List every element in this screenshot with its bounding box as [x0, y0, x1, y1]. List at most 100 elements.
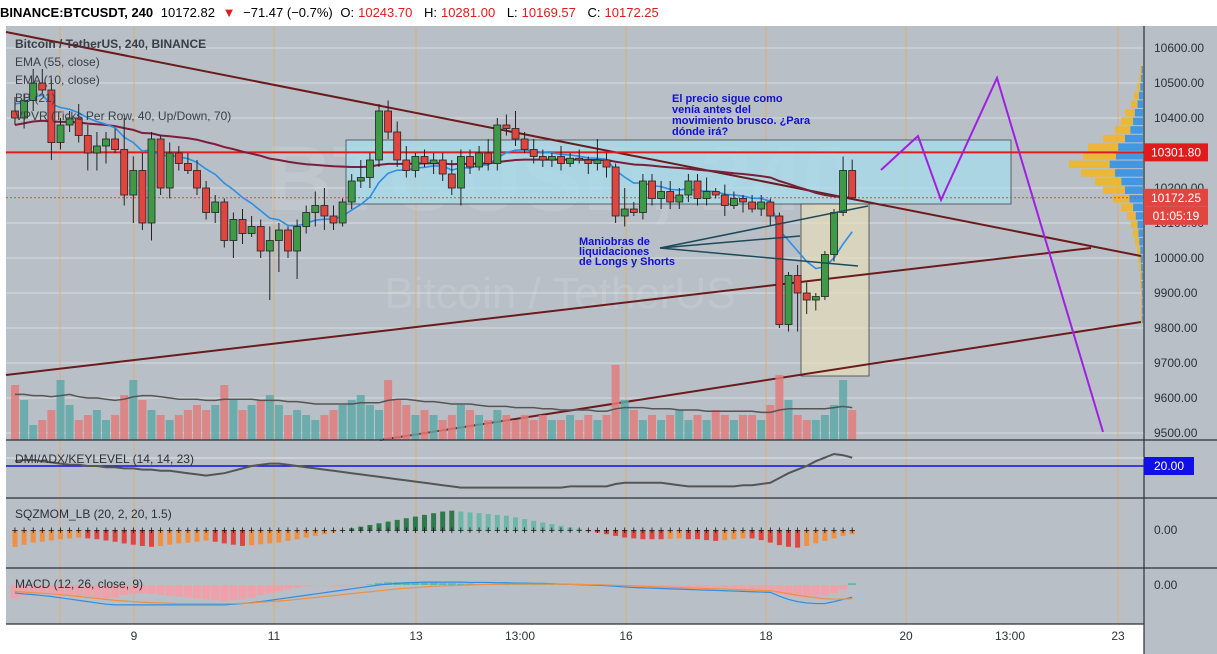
- candle[interactable]: [775, 215, 784, 325]
- candle[interactable]: [402, 159, 411, 171]
- candle[interactable]: [384, 110, 393, 133]
- symbol-name[interactable]: BINANCE:BTCUSDT, 240: [0, 5, 154, 20]
- candle[interactable]: [447, 173, 456, 189]
- candle[interactable]: [511, 128, 520, 140]
- candle[interactable]: [584, 159, 593, 164]
- candle[interactable]: [238, 219, 247, 234]
- candle[interactable]: [830, 212, 838, 255]
- projection-path[interactable]: [880, 75, 1104, 433]
- candle[interactable]: [356, 177, 365, 182]
- candle[interactable]: [684, 180, 693, 196]
- candle[interactable]: [29, 82, 38, 101]
- candle[interactable]: [675, 194, 684, 203]
- candle[interactable]: [438, 159, 447, 175]
- middle-trendline[interactable]: [5, 247, 1092, 376]
- candle[interactable]: [475, 152, 484, 168]
- candle[interactable]: [111, 138, 119, 150]
- legend-vpvr[interactable]: VPVR (Ticks Per Row, 40, Up/Down, 70): [15, 109, 231, 123]
- candle[interactable]: [548, 156, 556, 161]
- candle[interactable]: [274, 229, 283, 241]
- candle[interactable]: [11, 110, 19, 119]
- candle[interactable]: [293, 226, 302, 252]
- candle[interactable]: [566, 157, 574, 164]
- legend-bb[interactable]: BB (21): [15, 91, 56, 105]
- candle[interactable]: [56, 124, 65, 143]
- candle[interactable]: [183, 163, 192, 171]
- arrow-3[interactable]: [659, 205, 869, 249]
- candle[interactable]: [393, 131, 402, 161]
- candle[interactable]: [202, 187, 211, 213]
- candle[interactable]: [484, 152, 493, 164]
- legend-ema10[interactable]: EMA (10, close): [15, 73, 100, 87]
- trading-chart[interactable]: BTCUSD, 240 Bitcoin / TetherUS El precio…: [0, 26, 1217, 654]
- candle[interactable]: [848, 170, 857, 199]
- candle[interactable]: [502, 124, 511, 129]
- candle[interactable]: [156, 138, 165, 189]
- candle[interactable]: [529, 149, 538, 157]
- candle[interactable]: [784, 275, 793, 325]
- candle[interactable]: [821, 254, 829, 297]
- candle[interactable]: [311, 205, 320, 213]
- candle[interactable]: [120, 149, 129, 196]
- candle[interactable]: [730, 198, 738, 206]
- candle[interactable]: [329, 215, 338, 224]
- upper-trendline[interactable]: [5, 31, 1142, 257]
- candle[interactable]: [456, 156, 465, 189]
- arrow-1[interactable]: [659, 235, 801, 249]
- candle[interactable]: [284, 229, 292, 252]
- candle[interactable]: [247, 226, 256, 234]
- candle[interactable]: [602, 159, 611, 168]
- candle[interactable]: [611, 166, 620, 217]
- range-box[interactable]: [345, 139, 1012, 205]
- candle[interactable]: [93, 145, 101, 154]
- candle[interactable]: [493, 124, 502, 164]
- candle[interactable]: [138, 170, 147, 224]
- candle[interactable]: [83, 135, 92, 154]
- candle[interactable]: [593, 159, 602, 164]
- candle[interactable]: [338, 201, 347, 224]
- candle[interactable]: [365, 159, 374, 178]
- candle[interactable]: [793, 275, 802, 294]
- candle[interactable]: [193, 170, 201, 189]
- candle[interactable]: [174, 152, 183, 164]
- candle[interactable]: [739, 198, 747, 203]
- candle[interactable]: [811, 296, 820, 301]
- candle[interactable]: [320, 205, 329, 217]
- candle[interactable]: [229, 219, 238, 241]
- candle[interactable]: [666, 191, 675, 203]
- candle[interactable]: [538, 156, 547, 161]
- candle[interactable]: [74, 117, 83, 136]
- candle[interactable]: [757, 201, 766, 210]
- candle[interactable]: [693, 180, 702, 199]
- candle[interactable]: [711, 191, 720, 196]
- legend-ema55[interactable]: EMA (55, close): [15, 55, 100, 69]
- candle[interactable]: [102, 138, 110, 147]
- candle[interactable]: [748, 201, 756, 210]
- candle[interactable]: [129, 170, 138, 196]
- candle[interactable]: [211, 201, 220, 213]
- candle[interactable]: [802, 292, 811, 301]
- candle[interactable]: [220, 201, 229, 241]
- candle[interactable]: [520, 138, 529, 150]
- candle[interactable]: [47, 89, 56, 143]
- candle[interactable]: [147, 138, 156, 224]
- candle[interactable]: [639, 180, 647, 213]
- candle[interactable]: [165, 152, 174, 189]
- candle[interactable]: [375, 110, 383, 161]
- candle[interactable]: [429, 159, 438, 164]
- candle[interactable]: [411, 156, 420, 171]
- candle[interactable]: [265, 240, 274, 252]
- candle[interactable]: [256, 226, 265, 252]
- candle[interactable]: [648, 180, 656, 199]
- candle[interactable]: [629, 208, 638, 213]
- candle[interactable]: [657, 191, 665, 199]
- candle[interactable]: [720, 194, 729, 206]
- candle[interactable]: [302, 212, 311, 227]
- candle[interactable]: [347, 180, 356, 203]
- arrow-2[interactable]: [659, 247, 859, 267]
- candle[interactable]: [65, 117, 74, 126]
- candle[interactable]: [38, 82, 47, 91]
- candle[interactable]: [20, 100, 29, 119]
- candle[interactable]: [839, 170, 847, 213]
- candle[interactable]: [420, 156, 429, 164]
